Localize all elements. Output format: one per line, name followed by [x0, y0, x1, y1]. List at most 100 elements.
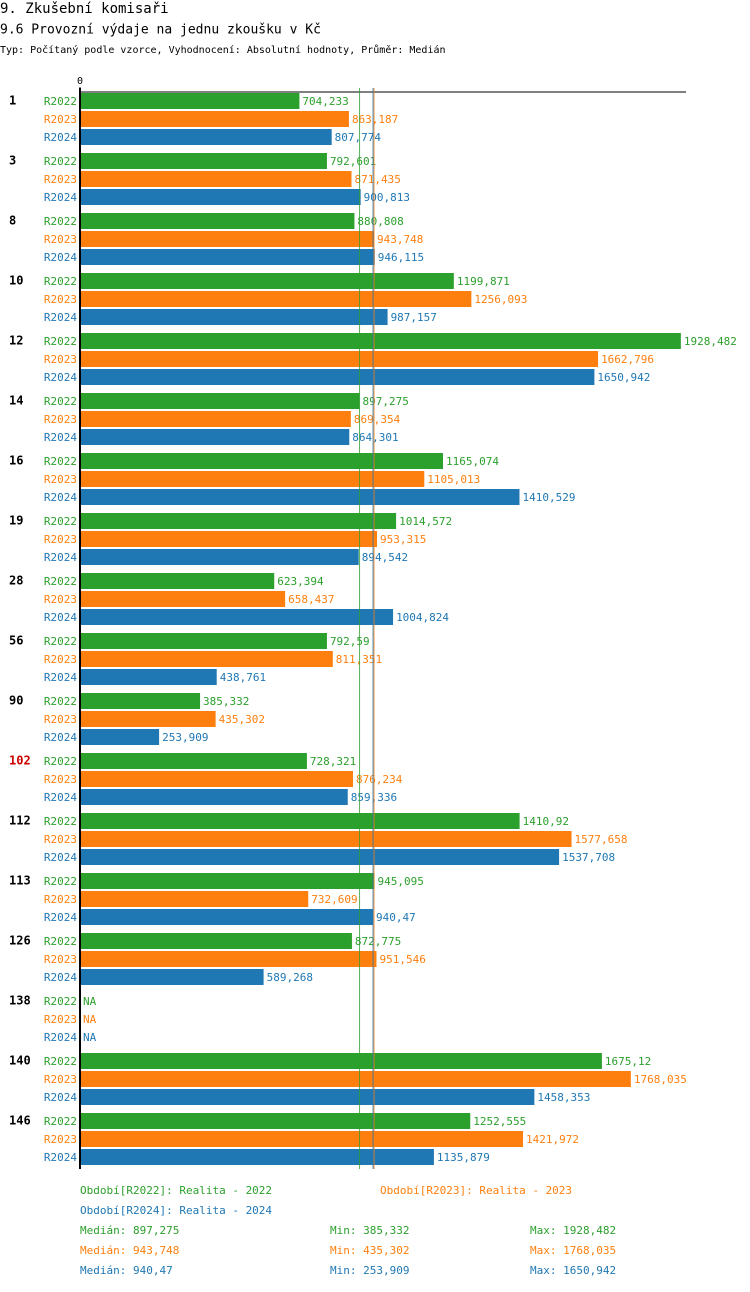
series-label: R2022: [44, 1055, 77, 1068]
series-label: R2024: [44, 1151, 77, 1164]
value-label: 1199,871: [457, 275, 510, 288]
bar: [80, 129, 332, 145]
value-label: 1537,708: [562, 851, 615, 864]
series-label: R2023: [44, 1133, 77, 1146]
category-label: 16: [9, 454, 23, 468]
bar: [80, 513, 397, 529]
value-label: 385,332: [203, 695, 249, 708]
bar: [80, 1149, 434, 1165]
value-label: 864,301: [352, 431, 398, 444]
value-label: 807,774: [335, 131, 382, 144]
series-label: R2023: [44, 953, 77, 966]
series-label: R2022: [44, 515, 77, 528]
value-label: NA: [83, 995, 97, 1008]
legend-entry: Období[R2022]: Realita - 2022: [80, 1184, 272, 1197]
bar: [80, 351, 599, 367]
series-label: R2022: [44, 335, 77, 348]
series-label: R2023: [44, 653, 77, 666]
bar: [80, 591, 286, 607]
value-label: 953,315: [380, 533, 426, 546]
series-label: R2022: [44, 275, 77, 288]
series-label: R2024: [44, 311, 77, 324]
series-label: R2024: [44, 131, 77, 144]
series-label: R2022: [44, 395, 77, 408]
category-label: 90: [9, 694, 23, 708]
stat-median: Medián: 943,748: [80, 1244, 179, 1257]
value-label: 897,275: [363, 395, 409, 408]
category-label: 8: [9, 214, 16, 228]
value-label: 658,437: [288, 593, 334, 606]
value-label: 732,609: [311, 893, 357, 906]
value-label: 1410,92: [523, 815, 569, 828]
bar: [80, 111, 349, 127]
value-label: 1252,555: [473, 1115, 526, 1128]
series-label: R2024: [44, 1031, 77, 1044]
series-label: R2024: [44, 431, 77, 444]
stat-median: Medián: 940,47: [80, 1264, 173, 1277]
category-label: 113: [9, 874, 31, 888]
chart-title: 9. Zkušební komisaři: [0, 1, 169, 17]
bar: [80, 531, 378, 547]
value-label: 623,394: [277, 575, 324, 588]
bar: [80, 951, 377, 967]
bar: [80, 1053, 602, 1069]
bar: [80, 891, 309, 907]
bar: [80, 453, 443, 469]
value-label: 728,321: [310, 755, 356, 768]
series-label: R2024: [44, 611, 77, 624]
bar: [80, 189, 361, 205]
bar: [80, 873, 375, 889]
bar: [80, 933, 352, 949]
bar: [80, 249, 375, 265]
series-label: R2023: [44, 473, 77, 486]
series-label: R2022: [44, 95, 77, 108]
value-label: 900,813: [364, 191, 410, 204]
category-label: 10: [9, 274, 23, 288]
bar: [80, 711, 216, 727]
stat-min: Min: 253,909: [330, 1264, 409, 1277]
series-label: R2024: [44, 371, 77, 384]
series-label: R2022: [44, 875, 77, 888]
bar: [80, 693, 201, 709]
value-label: 1410,529: [522, 491, 575, 504]
chart-note: Typ: Počítaný podle vzorce, Vyhodnocení:…: [0, 44, 446, 56]
series-label: R2022: [44, 755, 77, 768]
bar: [80, 171, 352, 187]
value-label: 1014,572: [399, 515, 452, 528]
stat-min: Min: 435,302: [330, 1244, 409, 1257]
series-label: R2024: [44, 251, 77, 264]
bar: [80, 609, 394, 625]
series-label: R2024: [44, 551, 77, 564]
bar: [80, 669, 217, 685]
bar: [80, 651, 333, 667]
bar: [80, 273, 454, 289]
series-label: R2022: [44, 155, 77, 168]
value-label: 1165,074: [446, 455, 499, 468]
category-label: 1: [9, 94, 16, 108]
value-label: 1928,482: [684, 335, 737, 348]
category-label: 3: [9, 154, 16, 168]
stat-median: Medián: 897,275: [80, 1224, 179, 1237]
value-label: 438,761: [220, 671, 266, 684]
category-label: 138: [9, 994, 31, 1008]
bar: [80, 231, 375, 247]
bar: [80, 549, 359, 565]
bar: [80, 489, 520, 505]
bar: [80, 573, 275, 589]
value-label: 1650,942: [597, 371, 650, 384]
value-label: 1135,879: [437, 1151, 490, 1164]
series-label: R2024: [44, 971, 77, 984]
bar: [80, 93, 300, 109]
bar: [80, 1131, 524, 1147]
series-label: R2024: [44, 1091, 77, 1104]
value-label: 1256,093: [474, 293, 527, 306]
chart-subtitle: 9.6 Provozní výdaje na jednu zkoušku v K…: [0, 23, 321, 38]
category-label: 56: [9, 634, 23, 648]
value-label: 872,775: [355, 935, 401, 948]
series-label: R2023: [44, 113, 77, 126]
value-label: NA: [83, 1013, 97, 1026]
value-label: 894,542: [362, 551, 408, 564]
series-label: R2023: [44, 533, 77, 546]
bar: [80, 1071, 631, 1087]
value-label: 945,095: [377, 875, 423, 888]
